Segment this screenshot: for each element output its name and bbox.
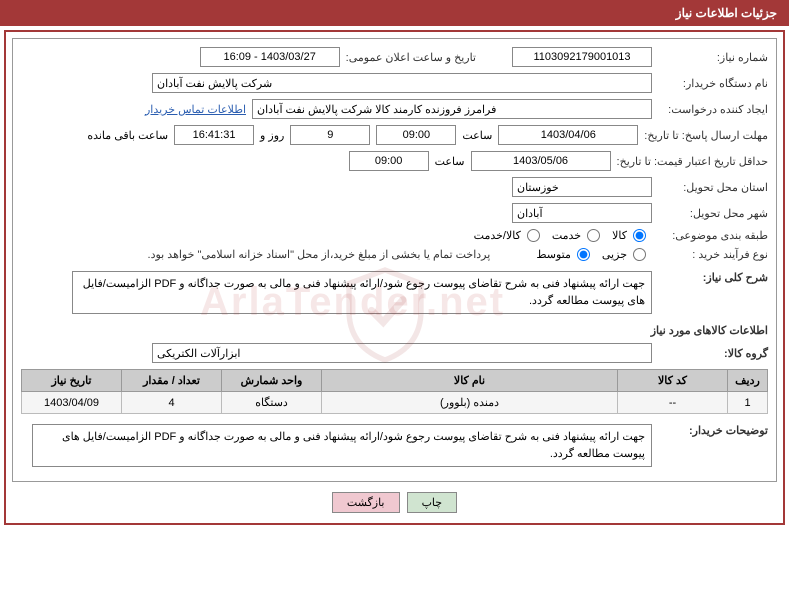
province-value: خوزستان — [512, 177, 652, 197]
group-label: گروه کالا: — [658, 347, 768, 360]
radio-medium[interactable] — [577, 248, 590, 261]
proc-minor-label: جزیی — [602, 248, 627, 261]
category-label: طبقه بندی موضوعی: — [658, 229, 768, 242]
city-value: آبادان — [512, 203, 652, 223]
table-cell: 1403/04/09 — [22, 392, 122, 414]
deadline-date: 1403/04/06 — [498, 125, 638, 145]
payment-note: پرداخت تمام یا بخشی از مبلغ خرید،از محل … — [148, 248, 491, 261]
page-header: جزئیات اطلاعات نیاز — [0, 0, 789, 26]
process-label: نوع فرآیند خرید : — [658, 248, 768, 261]
table-header: نام کالا — [322, 370, 618, 392]
validity-time: 09:00 — [349, 151, 429, 171]
desc-label: شرح کلی نیاز: — [658, 271, 768, 284]
cat-both-label: کالا/خدمت — [474, 229, 521, 242]
inner-frame: شماره نیاز: 1103092179001013 تاریخ و ساع… — [12, 38, 777, 482]
need-no-label: شماره نیاز: — [658, 51, 768, 64]
group-value: ابزارآلات الکتریکی — [152, 343, 652, 363]
page-title: جزئیات اطلاعات نیاز — [676, 6, 777, 20]
buyer-notes-text: جهت ارائه پیشنهاد فنی به شرح تقاضای پیوس… — [32, 424, 652, 467]
validity-date: 1403/05/06 — [471, 151, 611, 171]
outer-frame: شماره نیاز: 1103092179001013 تاریخ و ساع… — [4, 30, 785, 525]
city-label: شهر محل تحویل: — [658, 207, 768, 220]
deadline-label: مهلت ارسال پاسخ: تا تاریخ: — [644, 129, 768, 142]
print-button[interactable]: چاپ — [407, 492, 458, 513]
table-cell: دستگاه — [222, 392, 322, 414]
buyer-notes-label: توضیحات خریدار: — [658, 424, 768, 437]
table-header: کد کالا — [618, 370, 728, 392]
time-label-1: ساعت — [462, 129, 492, 142]
radio-service[interactable] — [587, 229, 600, 242]
province-label: استان محل تحویل: — [658, 181, 768, 194]
table-row: 1--دمنده (بلوور)دستگاه41403/04/09 — [22, 392, 768, 414]
buyer-org-label: نام دستگاه خریدار: — [658, 77, 768, 90]
time-label-2: ساعت — [435, 155, 465, 168]
radio-goods[interactable] — [633, 229, 646, 242]
requester-value: فرامرز فروزنده کارمند کالا شرکت پالایش ن… — [252, 99, 652, 119]
requester-label: ایجاد کننده درخواست: — [658, 103, 768, 116]
table-header: واحد شمارش — [222, 370, 322, 392]
table-cell: دمنده (بلوور) — [322, 392, 618, 414]
table-cell: 4 — [122, 392, 222, 414]
announce-label: تاریخ و ساعت اعلان عمومی: — [346, 51, 476, 64]
desc-text: جهت ارائه پیشنهاد فنی به شرح تقاضای پیوس… — [72, 271, 652, 314]
cat-goods-label: کالا — [612, 229, 627, 242]
days-and-label: روز و — [260, 129, 284, 142]
radio-both[interactable] — [527, 229, 540, 242]
table-cell: 1 — [728, 392, 768, 414]
announce-value: 1403/03/27 - 16:09 — [200, 47, 340, 67]
remain-suffix: ساعت باقی مانده — [87, 129, 168, 142]
validity-label: حداقل تاریخ اعتبار قیمت: تا تاریخ: — [617, 155, 768, 168]
goods-table: ردیفکد کالانام کالاواحد شمارشتعداد / مقد… — [21, 369, 768, 414]
deadline-time: 09:00 — [376, 125, 456, 145]
cat-service-label: خدمت — [552, 229, 581, 242]
table-cell: -- — [618, 392, 728, 414]
proc-medium-label: متوسط — [536, 248, 571, 261]
table-header: تعداد / مقدار — [122, 370, 222, 392]
buyer-org-value: شرکت پالایش نفت آبادان — [152, 73, 652, 93]
radio-minor[interactable] — [633, 248, 646, 261]
table-header: ردیف — [728, 370, 768, 392]
time-remain: 16:41:31 — [174, 125, 254, 145]
back-button[interactable]: بازگشت — [332, 492, 400, 513]
need-no-value: 1103092179001013 — [512, 47, 652, 67]
days-remain: 9 — [290, 125, 370, 145]
goods-section-title: اطلاعات کالاهای مورد نیاز — [21, 324, 768, 337]
contact-link[interactable]: اطلاعات تماس خریدار — [145, 103, 246, 116]
table-header: تاریخ نیاز — [22, 370, 122, 392]
